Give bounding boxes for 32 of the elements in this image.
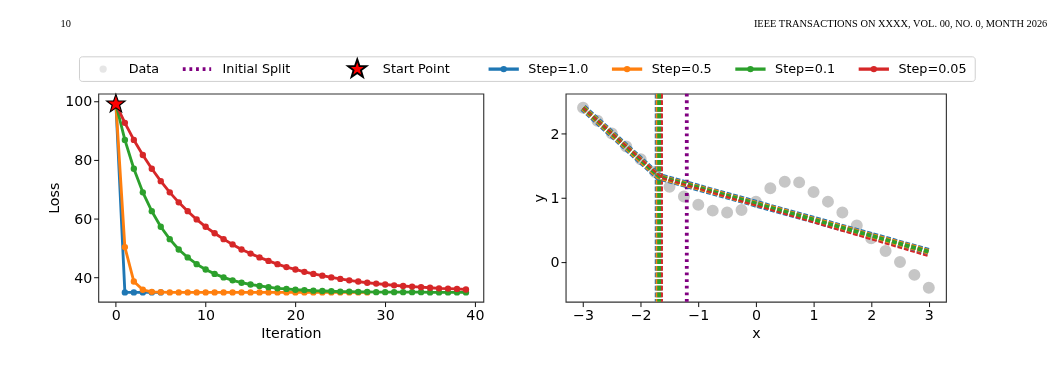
x-tick-label: 40	[466, 307, 485, 324]
x-tick-label: −2	[630, 307, 652, 324]
x-tick-label: 3	[924, 307, 934, 324]
y-tick-label: 80	[74, 152, 93, 169]
x-axis-title: x	[752, 325, 761, 342]
y-axis-title: y	[530, 194, 547, 203]
y-tick-label: 100	[65, 93, 93, 110]
x-tick-label: −1	[688, 307, 710, 324]
y-tick-label: 0	[550, 254, 560, 271]
legend-label: Start Point	[382, 60, 450, 76]
y-tick-label: 1	[550, 189, 560, 206]
text: 10	[60, 17, 71, 29]
y-tick-label: 60	[74, 211, 93, 228]
x-tick-label: 30	[376, 307, 395, 324]
legend-label: Step=0.05	[898, 60, 967, 76]
legend-label: Step=1.0	[528, 60, 589, 76]
x-tick-label: 0	[111, 307, 121, 324]
x-axis-title: Iteration	[261, 325, 322, 342]
x-tick-label: −3	[573, 307, 594, 324]
y-axis-title: Loss	[45, 182, 62, 214]
x-tick-label: 0	[751, 307, 761, 324]
legend-label: Step=0.1	[775, 60, 836, 76]
legend-label: Data	[128, 60, 160, 76]
legend-label: Initial Split	[222, 60, 291, 76]
x-tick-label: 10	[197, 307, 216, 324]
text: IEEE TRANSACTIONS ON XXXX, VOL. 00, NO. 0, MONTH 2026	[753, 17, 1048, 29]
x-tick-label: 1	[809, 307, 819, 324]
x-tick-label: 2	[867, 307, 877, 324]
y-tick-label: 2	[550, 125, 560, 142]
legend-label: Step=0.5	[651, 60, 712, 76]
y-tick-label: 40	[74, 269, 93, 286]
x-tick-label: 20	[286, 307, 305, 324]
